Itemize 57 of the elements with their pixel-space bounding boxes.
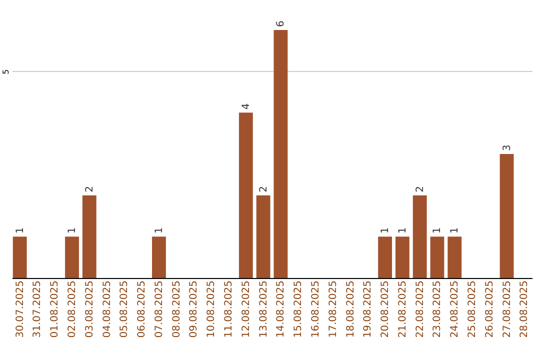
bar — [412, 195, 427, 278]
x-tick-label: 26.08.2025 — [484, 280, 496, 338]
bar — [448, 236, 462, 278]
x-tick-label: 07.08.2025 — [154, 280, 165, 338]
x-tick-label: 05.08.2025 — [119, 280, 130, 338]
bar — [274, 30, 288, 278]
data-label: 1 — [397, 227, 408, 234]
bar — [378, 236, 392, 278]
data-label: 1 — [67, 227, 78, 234]
x-tick-label: 14.08.2025 — [276, 280, 287, 338]
data-label: 1 — [14, 227, 26, 234]
y-tick-label: 5 — [2, 69, 10, 74]
data-label: 6 — [276, 20, 287, 27]
x-tick-label: 08.08.2025 — [171, 280, 182, 338]
data-label: 2 — [84, 186, 96, 192]
data-label: 4 — [240, 103, 252, 110]
x-tick-label: 30.07.2025 — [14, 280, 26, 338]
bar — [395, 236, 410, 278]
x-tick-label: 16.08.2025 — [310, 280, 322, 338]
x-tick-label: 20.08.2025 — [380, 280, 392, 338]
x-tick-label: 12.08.2025 — [240, 280, 252, 338]
x-tick-label: 01.08.2025 — [50, 280, 61, 338]
x-tick-label: 28.08.2025 — [519, 280, 530, 338]
bar — [152, 236, 166, 278]
bar — [12, 236, 27, 278]
data-label: 2 — [258, 186, 270, 192]
x-tick-label: 22.08.2025 — [414, 280, 426, 338]
bar — [238, 112, 253, 278]
data-label: 1 — [450, 227, 461, 234]
data-label: 1 — [154, 227, 165, 234]
data-label: 1 — [432, 227, 444, 234]
x-tick-label: 03.08.2025 — [84, 280, 96, 338]
x-tick-label: 09.08.2025 — [188, 280, 200, 338]
x-tick-label: 13.08.2025 — [258, 280, 270, 338]
x-tick-label: 15.08.2025 — [293, 280, 304, 338]
data-label: 3 — [502, 144, 513, 151]
bar — [500, 154, 514, 278]
data-label: 2 — [414, 186, 426, 192]
x-tick-label: 02.08.2025 — [67, 280, 78, 338]
x-tick-label: 04.08.2025 — [102, 280, 113, 338]
x-tick-label: 31.07.2025 — [32, 280, 44, 338]
bar — [82, 195, 96, 278]
x-tick-label: 17.08.2025 — [328, 280, 339, 338]
x-tick-label: 25.08.2025 — [467, 280, 478, 338]
data-label: 1 — [380, 227, 392, 234]
bar — [65, 236, 79, 278]
x-tick-label: 24.08.2025 — [450, 280, 461, 338]
x-tick-label: 21.08.2025 — [397, 280, 408, 338]
x-tick-label: 11.08.2025 — [224, 280, 235, 338]
x-tick-label: 23.08.2025 — [432, 280, 444, 338]
x-tick-label: 06.08.2025 — [136, 280, 148, 338]
bar — [430, 236, 444, 278]
bar — [256, 195, 270, 278]
x-tick-label: 10.08.2025 — [206, 280, 218, 338]
x-tick-label: 27.08.2025 — [502, 280, 513, 338]
x-tick-label: 19.08.2025 — [362, 280, 374, 338]
x-tick-label: 18.08.2025 — [345, 280, 356, 338]
